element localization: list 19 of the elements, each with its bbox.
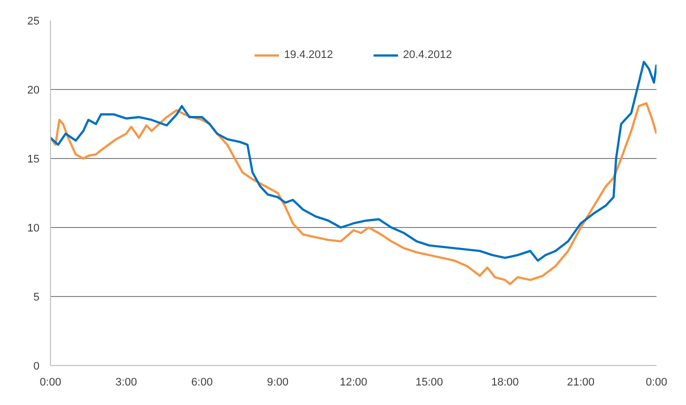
y-tick-label: 10 bbox=[27, 222, 40, 234]
y-tick-label: 25 bbox=[27, 16, 40, 28]
legend-label: 19.4.2012 bbox=[284, 49, 333, 61]
y-tick-label: 20 bbox=[27, 84, 40, 96]
line-series bbox=[50, 60, 656, 262]
line-series bbox=[50, 102, 656, 286]
y-tick-label: 15 bbox=[27, 154, 40, 166]
x-tick-label: 21:00 bbox=[566, 376, 595, 388]
x-tick-label: 0:00 bbox=[40, 376, 62, 388]
x-tick-label: 15:00 bbox=[415, 376, 444, 388]
x-tick-label: 9:00 bbox=[267, 376, 288, 388]
x-tick-label: 18:00 bbox=[491, 376, 519, 388]
x-tick-label: 12:00 bbox=[340, 376, 368, 388]
y-tick-label: 5 bbox=[33, 292, 40, 304]
legend-label: 20.4.2012 bbox=[403, 49, 452, 61]
x-tick-label: 0:00 bbox=[646, 376, 668, 388]
y-tick-label: 0 bbox=[33, 360, 40, 372]
x-tick-label: 6:00 bbox=[191, 376, 213, 388]
x-tick-label: 3:00 bbox=[116, 376, 137, 388]
